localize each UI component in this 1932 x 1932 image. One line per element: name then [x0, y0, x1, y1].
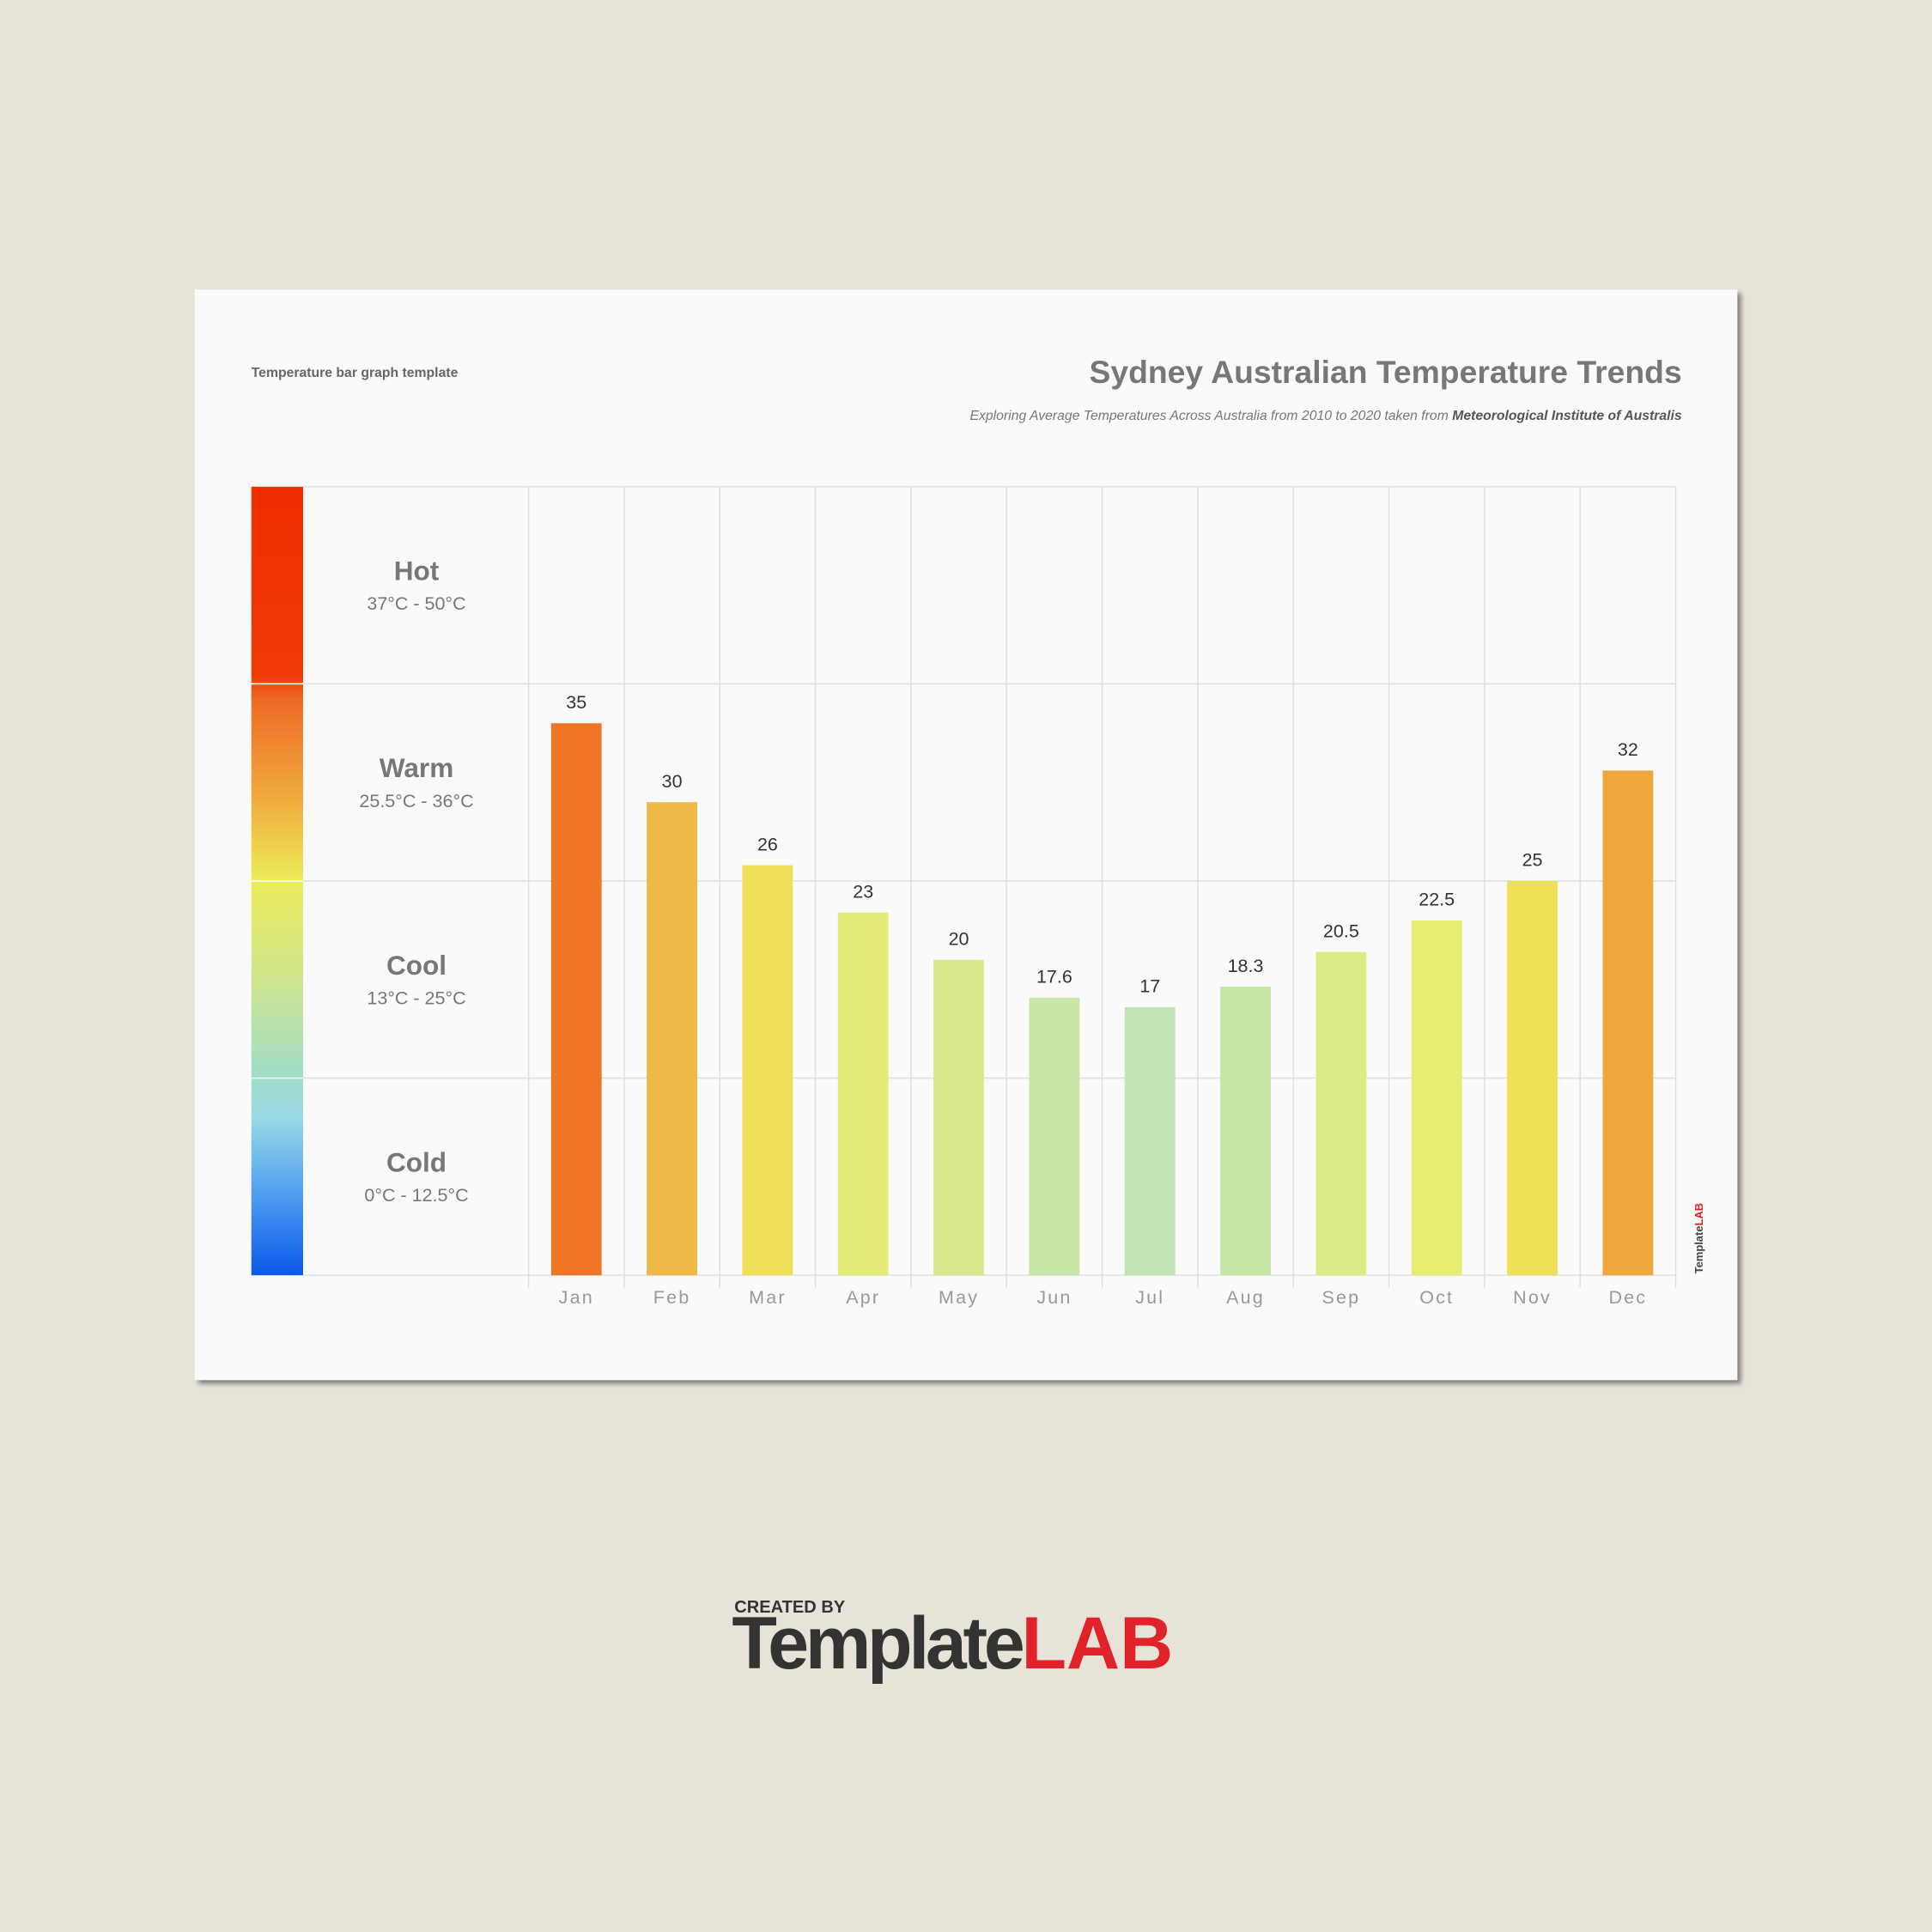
value-label: 26: [757, 834, 778, 854]
value-label: 17.6: [1036, 967, 1072, 987]
bar: [933, 959, 984, 1276]
watermark: TemplateLAB: [1693, 1203, 1706, 1273]
band-name: Warm: [380, 752, 453, 783]
bar: [1411, 920, 1462, 1276]
page-label: Temperature bar graph template: [252, 366, 459, 380]
x-tick-label: Sep: [1322, 1287, 1361, 1308]
value-label: 18.3: [1228, 956, 1264, 976]
bar: [1220, 987, 1271, 1276]
watermark-accent: LAB: [1693, 1203, 1706, 1226]
bar: [1507, 880, 1558, 1276]
value-label: 25: [1522, 850, 1543, 871]
value-label: 30: [662, 771, 683, 792]
x-tick-label: Nov: [1513, 1287, 1552, 1308]
bar: [1602, 770, 1654, 1276]
x-tick-label: May: [939, 1287, 979, 1308]
bar: [1124, 1006, 1176, 1276]
bar: [837, 912, 889, 1276]
x-tick-label: Jul: [1135, 1287, 1164, 1308]
value-label: 22.5: [1419, 890, 1455, 910]
value-label: 23: [853, 881, 873, 902]
x-tick-label: Jan: [559, 1287, 594, 1308]
x-tick-label: Feb: [653, 1287, 691, 1308]
subtitle-source: Meteorological Institute of Australis: [1452, 409, 1682, 423]
band-name: Cool: [386, 950, 447, 981]
value-label: 32: [1618, 739, 1638, 760]
value-label: 35: [566, 692, 586, 713]
band-range: 37°C - 50°C: [367, 593, 465, 614]
chart-subtitle: Exploring Average Temperatures Across Au…: [970, 409, 1682, 423]
x-tick-label: Dec: [1608, 1287, 1647, 1308]
value-label: 20: [949, 929, 969, 950]
value-label: 20.5: [1323, 920, 1359, 941]
chart-title: Sydney Australian Temperature Trends: [1089, 354, 1681, 390]
bar: [550, 723, 602, 1276]
subtitle-text: Exploring Average Temperatures Across Au…: [970, 409, 1449, 423]
created-by: CREATED BY: [734, 1598, 846, 1617]
band-range: 25.5°C - 36°C: [359, 791, 473, 811]
band-range: 13°C - 25°C: [367, 987, 465, 1008]
bar: [1029, 997, 1080, 1276]
bar: [742, 865, 793, 1276]
watermark-main: Template: [1693, 1226, 1706, 1274]
x-tick-label: Aug: [1226, 1287, 1265, 1308]
bar: [1315, 951, 1367, 1276]
x-tick-label: Oct: [1419, 1287, 1454, 1308]
x-tick-label: Mar: [749, 1287, 787, 1308]
x-tick-label: Apr: [846, 1287, 880, 1308]
logo: TemplateLAB: [732, 1602, 1173, 1685]
band-name: Cold: [386, 1146, 447, 1177]
band-name: Hot: [394, 556, 440, 586]
logo-main: Template: [732, 1602, 1022, 1685]
bar: [647, 802, 698, 1276]
logo-accent: LAB: [1021, 1602, 1173, 1685]
band-range: 0°C - 12.5°C: [364, 1185, 468, 1206]
x-tick-label: Jun: [1036, 1287, 1072, 1308]
value-label: 17: [1139, 976, 1160, 997]
